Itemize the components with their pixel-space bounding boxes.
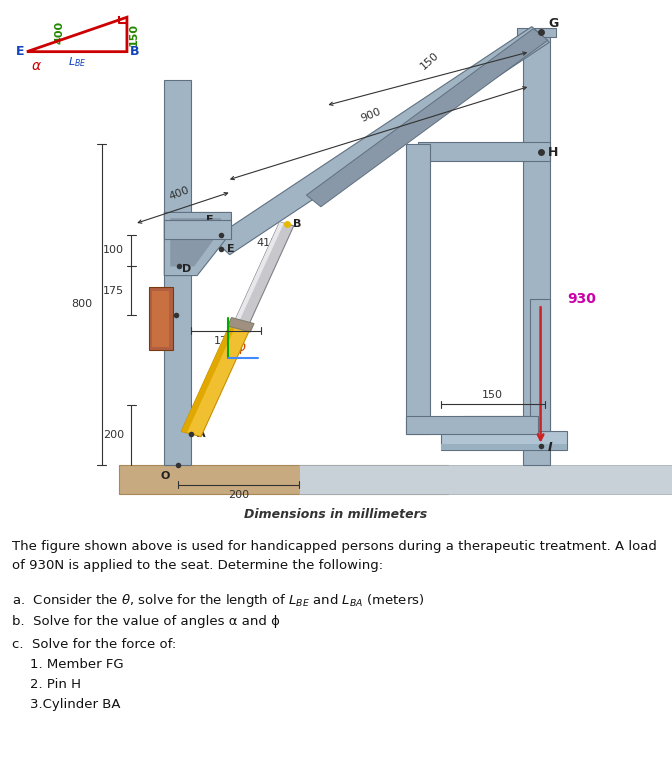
Text: 3.Cylinder BA: 3.Cylinder BA bbox=[30, 698, 120, 711]
Text: a.  Consider the $\theta$, solve for the length of $L_{BE}$ and $L_{BA}$ (meters: a. Consider the $\theta$, solve for the … bbox=[12, 592, 425, 610]
Text: O: O bbox=[161, 470, 170, 481]
Polygon shape bbox=[530, 299, 550, 431]
Text: 175: 175 bbox=[214, 337, 235, 347]
Text: $L_{BE}$: $L_{BE}$ bbox=[68, 55, 86, 69]
Polygon shape bbox=[463, 416, 538, 434]
Text: I: I bbox=[548, 442, 552, 454]
Polygon shape bbox=[406, 144, 430, 434]
Polygon shape bbox=[228, 318, 254, 332]
Polygon shape bbox=[181, 322, 251, 437]
Polygon shape bbox=[153, 290, 169, 347]
Polygon shape bbox=[170, 218, 221, 267]
Text: F: F bbox=[206, 215, 214, 225]
Text: A: A bbox=[197, 429, 206, 439]
Text: 800: 800 bbox=[71, 299, 93, 309]
Polygon shape bbox=[164, 213, 231, 276]
Text: $\alpha$: $\alpha$ bbox=[32, 59, 42, 72]
Polygon shape bbox=[164, 220, 231, 239]
Polygon shape bbox=[164, 81, 191, 465]
Text: 200: 200 bbox=[103, 430, 124, 440]
Polygon shape bbox=[441, 445, 567, 450]
Polygon shape bbox=[406, 416, 538, 434]
Text: 175: 175 bbox=[103, 286, 124, 296]
Text: 41°: 41° bbox=[257, 239, 276, 249]
Text: 150: 150 bbox=[419, 49, 442, 71]
Text: The figure shown above is used for handicapped persons during a therapeutic trea: The figure shown above is used for handi… bbox=[12, 540, 657, 572]
Text: $\phi$: $\phi$ bbox=[236, 337, 247, 356]
Polygon shape bbox=[212, 27, 550, 255]
Text: 200: 200 bbox=[228, 490, 249, 500]
Text: 400: 400 bbox=[167, 185, 191, 202]
Polygon shape bbox=[181, 322, 237, 433]
Polygon shape bbox=[441, 431, 567, 450]
Text: c.  Solve for the force of:: c. Solve for the force of: bbox=[12, 638, 176, 651]
Polygon shape bbox=[517, 27, 556, 36]
Polygon shape bbox=[149, 287, 173, 350]
Text: B: B bbox=[293, 219, 301, 229]
Text: E: E bbox=[227, 244, 235, 254]
Text: D: D bbox=[182, 264, 192, 274]
Text: C: C bbox=[159, 312, 167, 322]
Polygon shape bbox=[234, 222, 294, 327]
Text: E: E bbox=[15, 45, 24, 59]
Polygon shape bbox=[523, 32, 550, 465]
Text: 2. Pin H: 2. Pin H bbox=[30, 678, 81, 691]
Text: 100: 100 bbox=[103, 245, 124, 255]
Text: B: B bbox=[130, 45, 139, 59]
Text: 150: 150 bbox=[128, 23, 138, 46]
Polygon shape bbox=[298, 465, 672, 494]
Text: Dimensions in millimeters: Dimensions in millimeters bbox=[245, 508, 427, 521]
Text: 900: 900 bbox=[359, 106, 382, 124]
Text: H: H bbox=[548, 146, 558, 159]
Polygon shape bbox=[306, 29, 548, 207]
Text: 400: 400 bbox=[55, 21, 65, 44]
Polygon shape bbox=[120, 465, 448, 494]
Text: G: G bbox=[548, 17, 558, 30]
Text: b.  Solve for the value of angles α and ϕ: b. Solve for the value of angles α and ϕ bbox=[12, 615, 280, 628]
Polygon shape bbox=[418, 142, 550, 161]
Text: 1. Member FG: 1. Member FG bbox=[30, 658, 124, 671]
Text: 930: 930 bbox=[567, 292, 596, 306]
Polygon shape bbox=[234, 222, 284, 324]
Text: 150: 150 bbox=[482, 390, 503, 400]
